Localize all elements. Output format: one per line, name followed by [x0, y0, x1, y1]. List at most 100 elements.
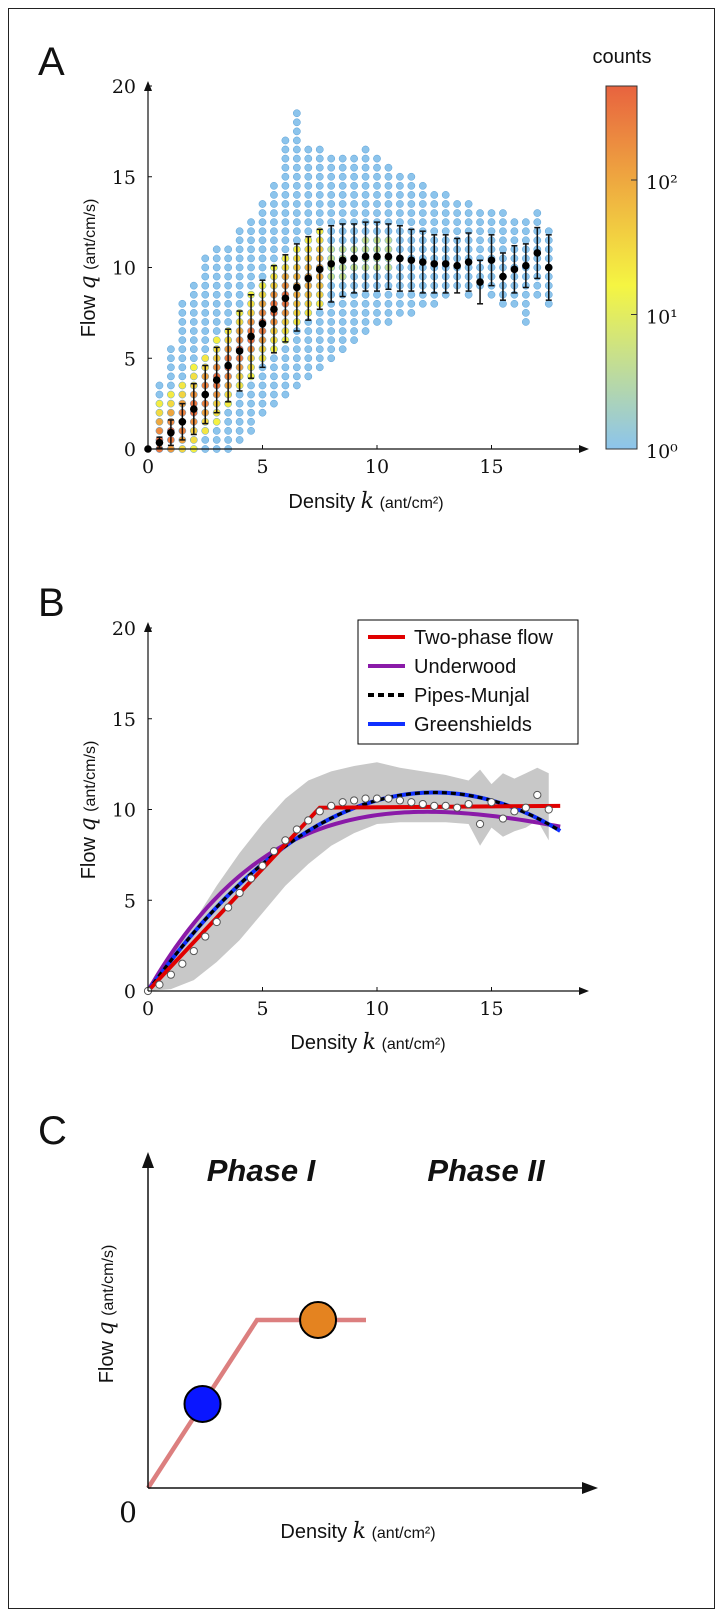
scatter-point — [167, 408, 175, 417]
x-tick-label: 5 — [256, 456, 268, 478]
scatter-point — [201, 309, 210, 317]
scatter-point — [361, 191, 370, 199]
mean-point — [544, 263, 553, 272]
scatter-point — [361, 181, 370, 190]
scatter-point — [476, 209, 484, 217]
scatter-point — [178, 345, 187, 354]
scatter-point — [396, 172, 404, 181]
panel-b-ylabel: Flow q (ant/cm/s) — [76, 741, 101, 880]
scatter-point — [384, 299, 393, 308]
y-tick-label: 5 — [124, 890, 136, 912]
scatter-point — [304, 218, 313, 226]
mean-point — [327, 801, 336, 810]
scatter-point — [155, 417, 164, 426]
mean-point — [178, 417, 187, 426]
x-tick-label: 0 — [142, 998, 154, 1020]
scatter-point — [247, 272, 255, 281]
scatter-point — [384, 200, 393, 208]
scatter-point — [487, 218, 496, 226]
scatter-point — [155, 427, 164, 435]
scatter-point — [189, 336, 198, 344]
scatter-point — [533, 281, 542, 290]
scatter-point — [293, 218, 301, 226]
mean-points — [143, 790, 553, 996]
mean-point — [293, 283, 301, 292]
legend-label: Greenshields — [414, 714, 532, 736]
scatter-point — [247, 281, 255, 290]
scatter-point — [281, 145, 290, 154]
scatter-point — [487, 290, 496, 299]
scatter-point — [235, 290, 244, 299]
panel-b: B 0 5 10 15 0 5 10 15 20 Two-phase flow Underwood… — [38, 581, 589, 1055]
y-tick-label: 20 — [112, 618, 136, 640]
curve-underwood — [146, 809, 561, 993]
scatter-point — [499, 236, 507, 245]
scatter-point — [304, 227, 313, 236]
scatter-point — [270, 218, 278, 226]
scatter-point — [247, 417, 255, 426]
scatter-point — [407, 181, 416, 190]
panel-b-axes: 0 5 10 15 0 5 10 15 20 — [112, 618, 589, 1020]
scatter-point — [304, 163, 313, 172]
scatter-point — [315, 318, 324, 326]
scatter-point — [361, 209, 370, 217]
scatter-point — [350, 172, 358, 181]
mean-point — [235, 888, 244, 898]
scatter-point — [499, 299, 507, 308]
y-axis-arrow — [144, 622, 152, 632]
mean-point — [189, 946, 198, 956]
scatter-point — [327, 327, 336, 335]
scatter-point — [441, 191, 450, 199]
scatter-point — [544, 227, 553, 236]
scatter-point — [327, 354, 336, 363]
y-axis-arrow — [142, 1152, 154, 1168]
scatter-point — [247, 408, 255, 417]
mean-point — [441, 801, 450, 810]
scatter-point — [155, 408, 164, 417]
x-tick-label: 15 — [479, 456, 503, 478]
scatter-point — [315, 336, 324, 344]
scatter-point — [258, 236, 267, 245]
figure-frame — [8, 8, 715, 1609]
scatter-point — [293, 227, 301, 236]
scatter-point — [396, 218, 404, 226]
mean-point — [544, 805, 553, 814]
scatter-point — [235, 436, 244, 444]
scatter-point — [430, 299, 439, 308]
scatter-point — [499, 227, 507, 236]
mean-point — [269, 847, 279, 856]
y-tick-label: 10 — [112, 800, 136, 822]
scatter-point — [212, 254, 221, 263]
scatter-point — [327, 200, 336, 208]
scatter-point — [315, 345, 324, 354]
scatter-point — [338, 336, 347, 344]
scatter-point — [464, 209, 473, 217]
panel-c-xlabel: Density k (ant/cm²) — [280, 1519, 435, 1544]
scatter-point — [293, 181, 301, 190]
scatter-point — [418, 299, 427, 308]
phase-diagram — [142, 1152, 598, 1494]
mean-point — [395, 796, 404, 805]
scatter-point — [247, 427, 255, 435]
scatter-point — [430, 191, 439, 199]
scatter-point — [247, 227, 255, 236]
scatter-point — [224, 436, 232, 444]
phase-2-label: Phase II — [427, 1153, 546, 1188]
mean-point — [407, 256, 416, 265]
scatter-point — [212, 436, 221, 444]
colorbar-tick-label: 10⁰ — [646, 441, 678, 463]
scatter-point — [270, 399, 278, 408]
scatter-point — [396, 290, 404, 299]
scatter-point — [418, 191, 427, 199]
scatter-point — [522, 218, 530, 226]
mean-point — [441, 260, 450, 268]
mean-point — [212, 917, 221, 927]
scatter-point — [430, 200, 439, 208]
scatter-point — [315, 327, 324, 335]
scatter-point — [258, 254, 267, 263]
scatter-point — [338, 181, 347, 190]
scatter-point — [178, 354, 187, 363]
scatter-point — [384, 191, 393, 199]
scatter-point — [510, 236, 519, 245]
scatter-point — [167, 363, 175, 372]
